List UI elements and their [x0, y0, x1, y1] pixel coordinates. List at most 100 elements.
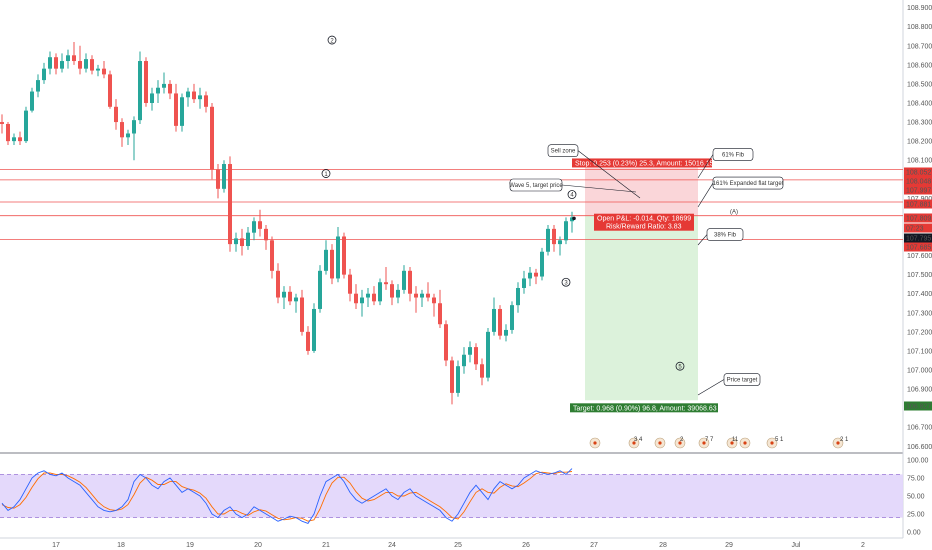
price-badge	[904, 185, 932, 195]
position-zones	[585, 167, 698, 401]
candle-body	[528, 272, 532, 279]
candle-body	[264, 228, 268, 241]
candle-body	[450, 360, 454, 393]
price-tick-label: 108.700	[907, 43, 932, 50]
callout-box	[712, 148, 754, 161]
candle-body	[462, 354, 466, 367]
candle-body	[18, 137, 22, 142]
candle-body	[138, 61, 142, 121]
event-icon[interactable]	[654, 437, 666, 449]
candle-body	[240, 238, 244, 247]
price-badge	[904, 167, 932, 177]
event-count: 3 4	[634, 437, 643, 443]
candle-body	[540, 251, 544, 277]
callout-box	[712, 176, 784, 190]
candle-body	[78, 61, 82, 69]
time-tick-label: 21	[322, 542, 330, 549]
price-badge-text: 07:23	[906, 226, 924, 233]
pnl-label-2: Risk/Reward Ratio: 3.83	[606, 224, 682, 231]
event-icon[interactable]	[739, 437, 751, 449]
wave-label-circle	[327, 35, 337, 45]
event-icon-dot	[836, 441, 840, 445]
candle-body	[258, 221, 262, 229]
price-tick-label: 107.400	[907, 291, 932, 298]
candle-body	[570, 217, 574, 222]
price-tick-label: 108.900	[907, 5, 932, 12]
callout-leader	[697, 379, 725, 396]
candle-body	[282, 291, 286, 298]
candle-body	[48, 57, 52, 69]
candle-body	[504, 329, 508, 336]
candle-body	[402, 270, 406, 290]
candle-body	[192, 91, 196, 100]
candle-body	[210, 106, 214, 170]
candle-body	[396, 289, 400, 298]
price-axis[interactable]: 108.900 108.800 108.700 108.600 108.500 108.4…	[904, 5, 932, 537]
candle-body	[270, 240, 274, 271]
event-count: 11	[732, 437, 739, 443]
candle-body	[330, 249, 334, 279]
wave-label-circle	[675, 361, 685, 371]
candle-body	[438, 303, 442, 325]
price-tick-label: 107.000	[907, 367, 932, 374]
candle-body	[510, 305, 514, 330]
candle-body	[216, 169, 220, 189]
candle-body	[348, 274, 352, 294]
candle-body	[558, 240, 562, 245]
candle-body	[384, 282, 388, 285]
target-zone	[585, 215, 698, 401]
wave-label: 2	[330, 38, 334, 44]
price-tick-label: 108.800	[907, 24, 932, 31]
time-tick-label: 2	[861, 542, 865, 549]
callout-text: Sell zone	[551, 149, 576, 155]
candle-body	[30, 91, 34, 111]
candle-body	[480, 364, 484, 378]
candle-body	[186, 91, 190, 98]
rsi-tick-label: 50.00	[907, 494, 925, 501]
price-badge-text: 107.881	[906, 202, 931, 209]
candle-body	[126, 133, 130, 138]
candle-body	[150, 93, 154, 103]
price-badge-text: 106.827	[906, 404, 931, 411]
candle-body	[246, 232, 250, 247]
callout-text: Price target	[727, 378, 758, 384]
wave-label-circle	[561, 277, 571, 287]
rsi-k-line	[1, 468, 573, 524]
event-icon[interactable]	[726, 437, 738, 449]
candle-body	[114, 106, 118, 123]
event-icon-dot	[743, 441, 747, 445]
event-icons[interactable]: 3 4 2 7 7 11 5 1 2 1	[589, 437, 849, 449]
time-tick-label: 24	[388, 542, 396, 549]
event-icon-dot	[730, 441, 734, 445]
pnl-label-bg	[594, 213, 694, 231]
event-icon[interactable]	[832, 437, 844, 449]
candle-body	[156, 87, 160, 94]
event-count: 2	[680, 437, 684, 443]
candle-body	[390, 284, 394, 298]
candle-body	[222, 164, 226, 189]
event-icon[interactable]	[674, 437, 686, 449]
price-badge	[904, 401, 932, 411]
event-icon[interactable]	[698, 437, 710, 449]
price-badge	[904, 199, 932, 209]
time-tick-label: 25	[454, 542, 462, 549]
price-tick-label: 108.600	[907, 62, 932, 69]
candle-body	[12, 137, 16, 142]
time-tick-label: 19	[186, 542, 194, 549]
candle-body	[360, 297, 364, 304]
event-icon[interactable]	[589, 437, 601, 449]
event-icon[interactable]	[628, 437, 640, 449]
time-axis[interactable]: 17 18 19 20 21 24 25 26 27 28 29 Jul 2	[52, 542, 865, 549]
callout-text: 38% Fib	[714, 233, 737, 239]
event-count: 2 1	[840, 437, 849, 443]
candle-body	[432, 297, 436, 304]
event-icon[interactable]	[766, 437, 778, 449]
event-count: 5 1	[775, 437, 784, 443]
candle-body	[288, 291, 292, 302]
price-badge-text: 108.048	[906, 179, 931, 186]
price-badge-text: 108.052	[906, 170, 931, 177]
candle-body	[306, 331, 310, 351]
candle-body	[120, 122, 124, 138]
time-tick-label: 20	[254, 542, 262, 549]
